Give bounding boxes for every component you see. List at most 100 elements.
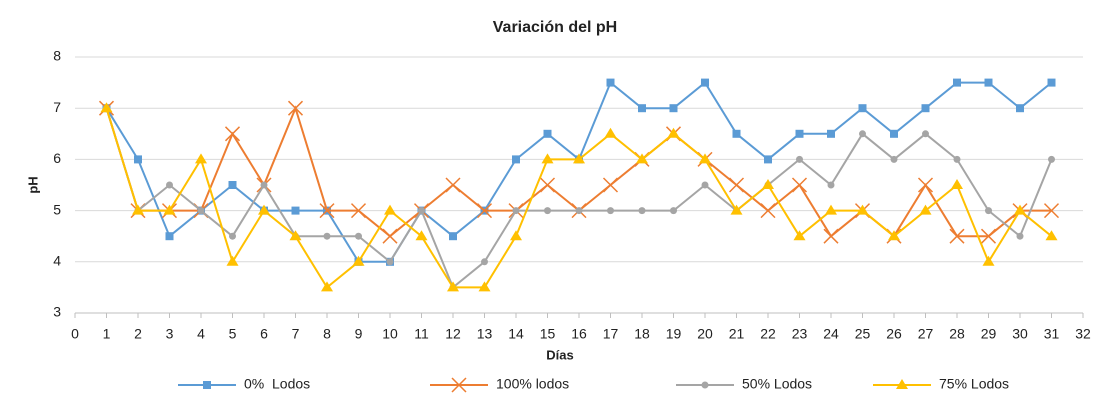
marker <box>764 155 772 164</box>
marker <box>481 258 488 266</box>
marker <box>512 155 520 164</box>
marker <box>447 281 459 292</box>
marker <box>539 177 556 193</box>
marker <box>1047 78 1056 87</box>
marker <box>289 230 302 241</box>
marker <box>352 255 365 266</box>
y-axis-label: pH <box>25 176 40 193</box>
marker <box>415 230 428 241</box>
marker <box>701 381 709 389</box>
marker <box>544 207 551 215</box>
marker <box>1014 204 1026 215</box>
x-tick-label: 15 <box>540 326 556 342</box>
marker <box>226 255 239 266</box>
marker <box>888 230 900 241</box>
marker <box>699 153 711 164</box>
x-tick-label: 3 <box>166 326 174 342</box>
marker <box>384 204 396 215</box>
marker <box>796 155 803 163</box>
marker <box>195 153 207 164</box>
marker <box>451 377 467 393</box>
y-tick-label: 8 <box>53 48 61 64</box>
marker <box>573 153 585 164</box>
legend-label: 50% Lodos <box>742 376 812 392</box>
marker <box>760 203 776 219</box>
marker <box>382 228 398 244</box>
y-tick-label: 6 <box>53 150 61 166</box>
marker <box>795 129 804 138</box>
marker <box>510 230 522 241</box>
x-tick-label: 28 <box>949 326 965 342</box>
legend-item: 0% Lodos <box>178 376 310 392</box>
marker <box>859 130 866 138</box>
marker <box>203 381 211 389</box>
x-tick-label: 14 <box>508 326 524 342</box>
marker <box>858 104 867 113</box>
x-tick-label: 19 <box>666 326 682 342</box>
marker <box>919 204 932 215</box>
marker <box>953 155 961 163</box>
marker <box>602 177 619 193</box>
legend-item: 75% Lodos <box>873 376 1009 392</box>
x-tick-label: 16 <box>571 326 587 342</box>
legend-label: 75% Lodos <box>939 376 1009 392</box>
x-tick-label: 32 <box>1075 326 1091 342</box>
marker <box>638 104 646 113</box>
x-tick-label: 1 <box>103 326 111 342</box>
marker <box>476 203 493 219</box>
marker <box>478 281 491 292</box>
series-line <box>105 105 1052 238</box>
x-tick-label: 8 <box>323 326 331 342</box>
x-tick-label: 4 <box>197 326 205 342</box>
x-tick-label: 20 <box>697 326 713 342</box>
marker <box>949 228 965 244</box>
marker <box>922 130 929 138</box>
marker <box>132 204 144 215</box>
x-tick-label: 10 <box>382 326 398 342</box>
marker <box>985 207 992 215</box>
marker <box>100 102 113 113</box>
marker <box>670 207 677 215</box>
marker <box>386 258 394 266</box>
marker <box>541 153 554 164</box>
x-tick-label: 7 <box>292 326 300 342</box>
marker <box>575 207 583 215</box>
marker <box>228 181 237 189</box>
legend-label: 100% lodos <box>496 376 569 392</box>
marker <box>607 207 614 215</box>
marker <box>197 207 205 215</box>
marker <box>701 181 709 189</box>
x-tick-label: 21 <box>729 326 745 342</box>
marker <box>224 126 241 142</box>
marker <box>636 153 648 164</box>
x-tick-label: 31 <box>1044 326 1060 342</box>
marker <box>229 232 236 240</box>
x-tick-label: 17 <box>603 326 619 342</box>
marker <box>260 181 268 189</box>
marker <box>917 177 934 193</box>
marker <box>953 78 961 87</box>
x-tick-label: 6 <box>260 326 268 342</box>
marker <box>165 232 174 241</box>
marker <box>984 78 993 87</box>
x-tick-label: 22 <box>760 326 776 342</box>
marker <box>827 129 835 138</box>
y-tick-label: 5 <box>53 201 61 217</box>
marker <box>604 127 617 138</box>
marker <box>793 230 806 241</box>
marker <box>921 104 930 113</box>
marker <box>291 206 300 215</box>
marker <box>449 232 457 241</box>
legend-label: 0% Lodos <box>244 376 310 392</box>
marker <box>638 207 646 215</box>
marker <box>606 78 615 87</box>
x-tick-label: 18 <box>634 326 650 342</box>
marker <box>856 204 869 215</box>
marker <box>512 207 520 215</box>
marker <box>762 179 774 189</box>
marker <box>319 203 335 219</box>
x-tick-label: 9 <box>355 326 363 342</box>
legend-item: 100% lodos <box>430 376 569 393</box>
x-tick-label: 30 <box>1012 326 1028 342</box>
